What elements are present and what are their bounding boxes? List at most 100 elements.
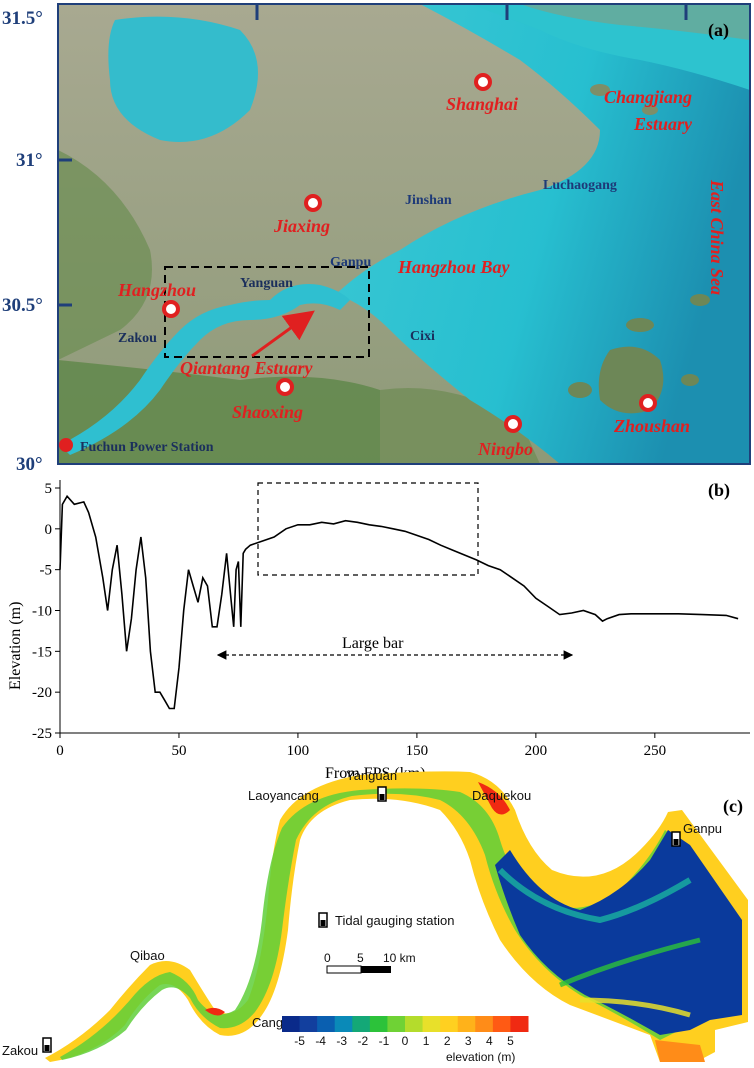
colorbar-tick-label: 1 <box>423 1034 430 1048</box>
city-label-shanghai: Shanghai <box>446 94 518 114</box>
y-tick-label: -5 <box>40 563 53 579</box>
bay-shoal <box>579 997 691 1018</box>
colorbar-ticks: -5 -4 -3 -2 -1 0 1 2 3 4 5 <box>294 1034 514 1048</box>
lat-label-31: 31° <box>16 150 43 171</box>
scale-label-10: 10 km <box>383 951 416 965</box>
elevation-colorbar <box>282 1016 529 1032</box>
panel-a-map: 31.5° 31° 30.5° 30° (a) Shanghai Jiaxing… <box>2 3 751 475</box>
colorbar-swatch <box>422 1016 441 1032</box>
sea-area <box>330 4 750 464</box>
station-zakou <box>42 1037 52 1053</box>
colorbar-swatch <box>510 1016 529 1032</box>
island-small-2 <box>690 294 710 306</box>
station-label-daquekou: Daquekou <box>472 788 531 803</box>
y-axis-title: Elevation (m) <box>7 602 24 690</box>
scale-label-0: 0 <box>324 951 331 965</box>
water-label-east-china-sea: East China Sea <box>707 179 727 295</box>
island-small-1 <box>626 318 654 332</box>
colorbar-tick-label: -3 <box>336 1034 347 1048</box>
water-label-qiantang-estuary: Qiantang Estuary <box>180 358 314 378</box>
colorbar-swatch <box>334 1016 353 1032</box>
y-tick-label: -25 <box>32 726 52 742</box>
panel-c-tag: (c) <box>723 796 743 817</box>
place-label-yanguan: Yanguan <box>240 276 293 291</box>
marker-hangzhou <box>162 300 180 318</box>
water-label-hangzhou-bay: Hangzhou Bay <box>397 257 511 277</box>
x-tick-label: 100 <box>287 743 310 759</box>
panel-b-chart: 50-5-10-15-20-25 0 50 100 150 200 250 Large b… <box>7 480 750 782</box>
colorbar-tick-label: 4 <box>486 1034 493 1048</box>
y-tick-label: -15 <box>32 644 52 660</box>
colorbar-swatch <box>369 1016 388 1032</box>
x-tick-label: 250 <box>644 743 667 759</box>
place-label-luchaogang: Luchaogang <box>543 178 617 193</box>
study-area-box <box>164 266 370 358</box>
city-label-jiaxing: Jiaxing <box>273 216 330 236</box>
estuary-arrow <box>251 310 315 358</box>
station-label-zakou: Zakou <box>2 1043 38 1058</box>
colorbar-title: elevation (m) <box>446 1050 515 1064</box>
hills-southeast <box>380 388 540 464</box>
colorbar-swatch <box>317 1016 336 1032</box>
shoal-red-daquekou <box>478 782 510 815</box>
scale-label-5: 5 <box>357 951 364 965</box>
qiantang-river <box>60 284 350 455</box>
legend-station-label: Tidal gauging station <box>335 913 455 928</box>
marker-fuchun <box>59 438 73 452</box>
city-label-zhoushan: Zhoushan <box>613 416 690 436</box>
bay-deep-area <box>495 830 742 1035</box>
colorbar-tick-label: 5 <box>507 1034 514 1048</box>
colorbar-tick-label: 3 <box>465 1034 472 1048</box>
panel-b-tag: (b) <box>708 480 730 501</box>
marker-shaoxing <box>276 378 294 396</box>
y-tick-label: -20 <box>32 685 52 701</box>
water-label-estuary: Estuary <box>633 114 693 134</box>
station-label-laoyancang: Laoyancang <box>248 788 319 803</box>
y-tick-label: 5 <box>45 481 53 497</box>
bar-highlight-box <box>257 482 479 576</box>
colorbar-swatch <box>492 1016 511 1032</box>
station-ganpu <box>671 831 681 847</box>
legend-station-icon <box>318 912 328 928</box>
island-small-5 <box>590 84 610 96</box>
shoal-orange-south <box>655 1040 705 1062</box>
city-label-ningbo: Ningbo <box>477 439 533 459</box>
colorbar-swatch <box>475 1016 494 1032</box>
colorbar-tick-label: -4 <box>315 1034 326 1048</box>
place-label-jinshan: Jinshan <box>405 193 452 208</box>
y-tick-label: 0 <box>45 522 53 538</box>
station-label-yanguan: Yanguan <box>346 768 397 783</box>
water-label-changjiang: Changjiang <box>604 87 692 107</box>
chongming-island <box>520 4 750 40</box>
lat-label-30-5: 30.5° <box>2 295 43 316</box>
colorbar-tick-label: -2 <box>357 1034 368 1048</box>
station-yanguan <box>377 786 387 802</box>
x-ticks: 0 50 100 150 200 250 <box>56 733 666 759</box>
map-frame <box>57 3 751 465</box>
colorbar-swatch <box>405 1016 424 1032</box>
scale-bar: 0 5 10 km <box>324 951 416 974</box>
city-label-hangzhou: Hangzhou <box>117 280 196 300</box>
colorbar-tick-label: -5 <box>294 1034 305 1048</box>
station-label-qibao: Qibao <box>130 948 165 963</box>
city-label-fuchun: Fuchun Power Station <box>80 440 214 455</box>
place-label-cixi: Cixi <box>410 329 435 344</box>
y-ticks: 5 0 -5 -10 -15 -20 -25 <box>32 481 60 742</box>
bay-channel-ridge-2 <box>559 937 701 988</box>
shoal-red-cangqian <box>205 1007 225 1016</box>
lat-label-31-5: 31.5° <box>2 8 43 29</box>
lat-label-30: 30° <box>16 454 43 475</box>
city-label-shaoxing: Shaoxing <box>232 402 303 422</box>
bay-channel-ridge-1 <box>497 867 692 924</box>
colorbar-swatch <box>299 1016 318 1032</box>
panel-a-tag: (a) <box>708 20 729 41</box>
x-tick-label: 0 <box>56 743 64 759</box>
city-markers <box>59 73 657 452</box>
colorbar-tick-label: -1 <box>379 1034 390 1048</box>
chart-axes <box>59 480 750 734</box>
marker-shanghai <box>474 73 492 91</box>
place-label-ganpu: Ganpu <box>330 255 371 270</box>
elevation-series-line <box>59 494 739 710</box>
colorbar-swatch <box>440 1016 459 1032</box>
